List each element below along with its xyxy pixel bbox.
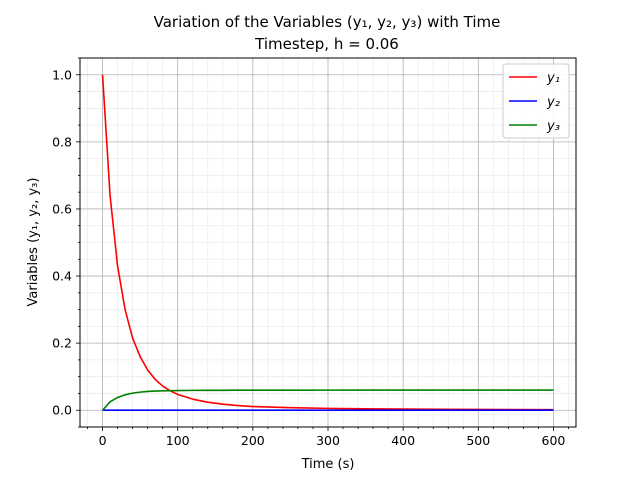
x-tick-label: 0 [99,433,107,448]
axis-ticks: 0 100 200 300 400 500 600 0.0 0.2 0.4 0.6 0.8 1.0 [52,57,569,448]
chart-title-line-2: Timestep, h = 0.06 [254,35,399,53]
x-tick-label: 400 [391,433,415,448]
series-line-1 [101,74,554,411]
x-tick-label: 100 [166,433,190,448]
y-tick-label: 0.4 [52,269,72,284]
y-tick-label: 0.6 [52,201,72,216]
legend-label: y₃ [546,119,560,134]
y-tick-label: 0.2 [52,336,72,351]
series-line-3 [101,389,554,411]
y-axis-label: Variables (y₁, y₂, y₃) [26,178,41,307]
x-axis-label: Time (s) [301,457,355,472]
x-tick-label: 600 [542,433,566,448]
y-tick-label: 0.0 [52,403,72,418]
legend-label: y₁ [546,71,560,86]
chart-title-line-1: Variation of the Variables (y₁, y₂, y₃) … [154,13,501,31]
legend-label: y₂ [546,95,560,110]
y-tick-label: 0.8 [52,134,72,149]
x-tick-label: 200 [241,433,265,448]
x-tick-label: 500 [466,433,490,448]
legend: y₁ y₂ y₃ [502,63,570,139]
y-tick-label: 1.0 [52,67,72,82]
plot-lines [101,74,554,412]
x-tick-label: 300 [316,433,340,448]
grid [80,57,576,428]
